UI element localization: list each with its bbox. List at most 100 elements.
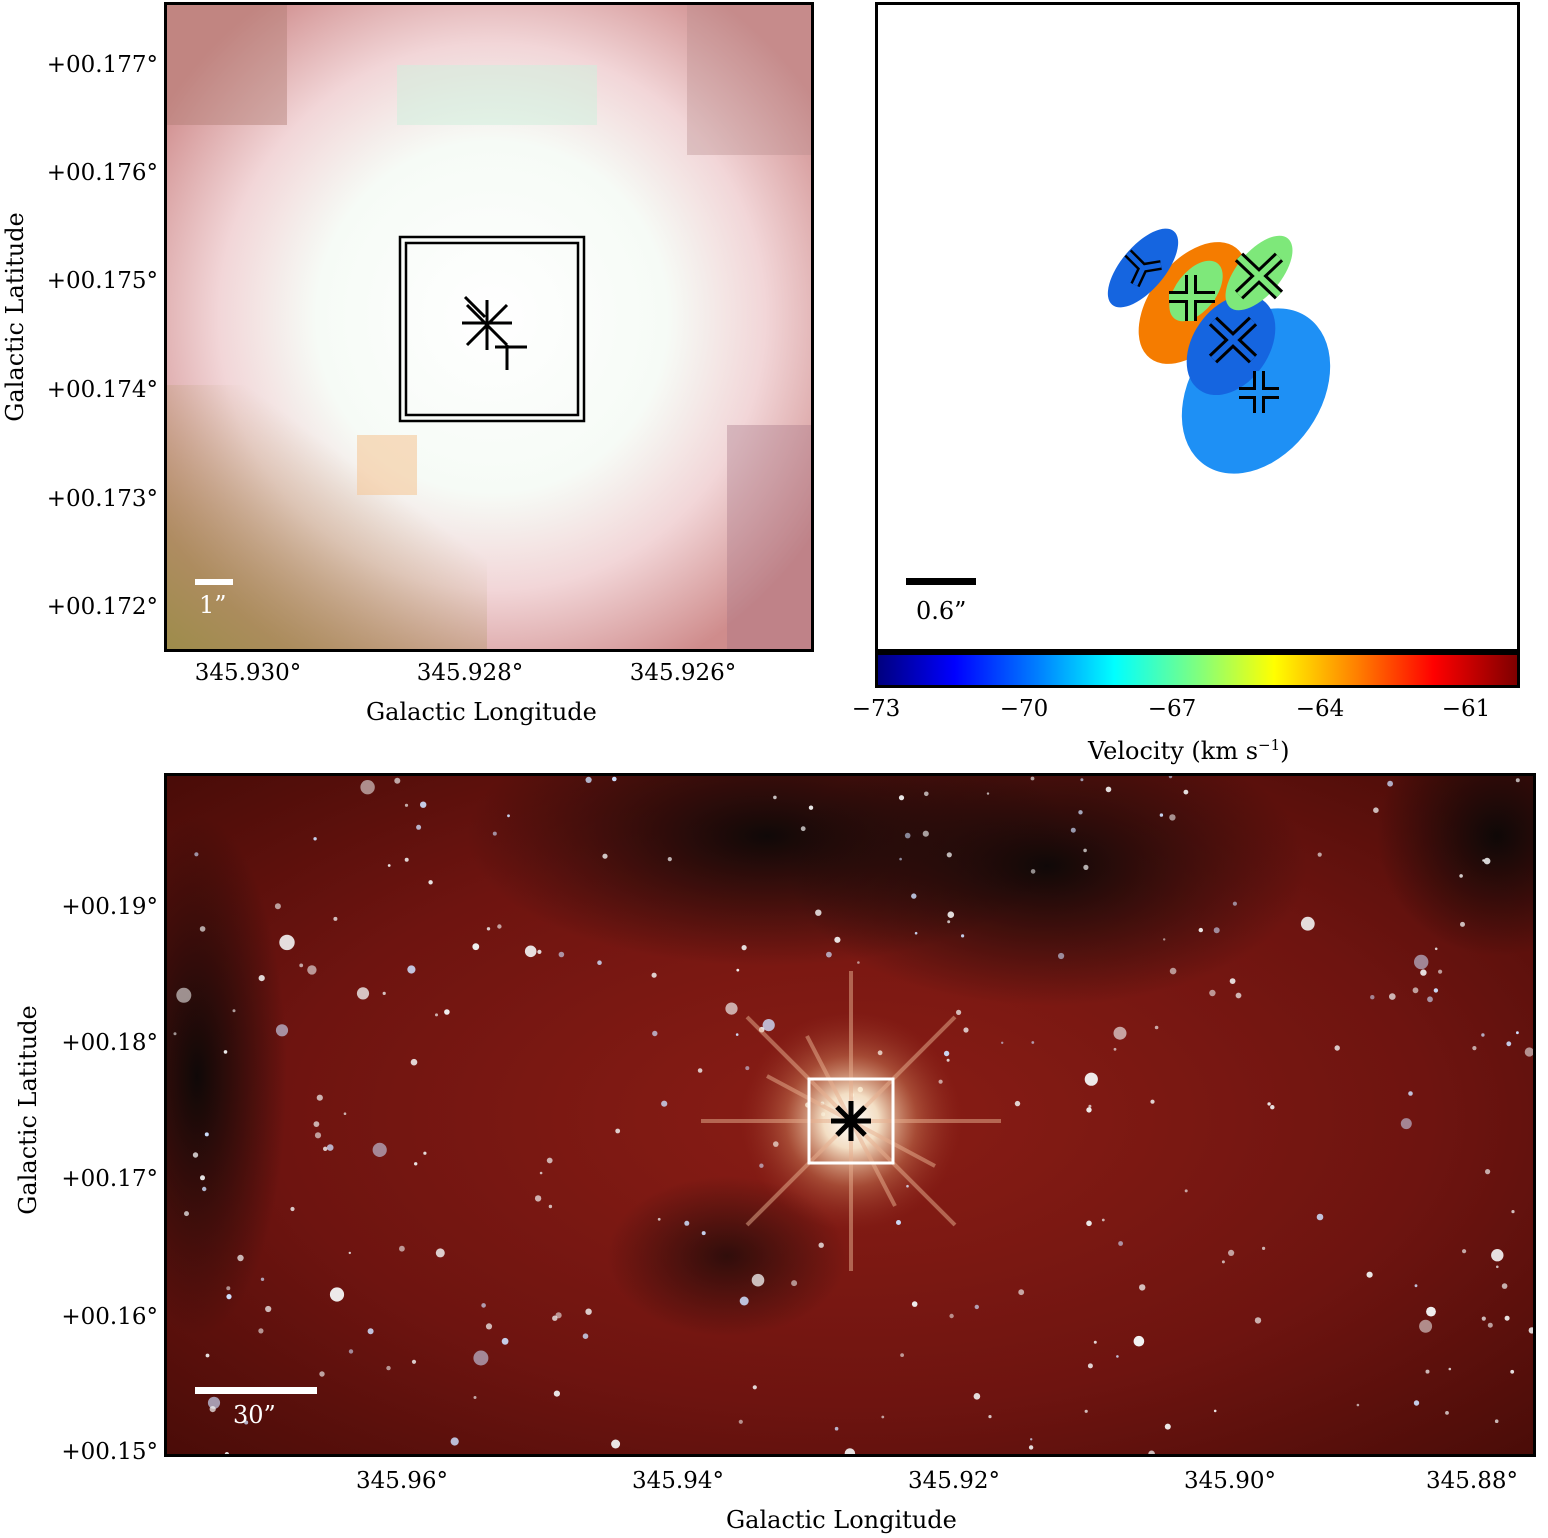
- star: [1506, 1041, 1512, 1047]
- star: [826, 951, 832, 958]
- star: [314, 1132, 322, 1139]
- star: [1510, 1369, 1515, 1374]
- wide-field-panel: 30”: [164, 773, 1536, 1457]
- star: [1030, 1438, 1033, 1441]
- x-tick: 345.88°: [1426, 1468, 1518, 1494]
- star: [435, 1013, 438, 1017]
- star: [1472, 1046, 1477, 1051]
- star: [387, 864, 391, 867]
- maser-spot-panel: 0.6”: [875, 2, 1520, 652]
- star: [410, 1058, 418, 1066]
- star: [307, 965, 317, 975]
- y-tick: +00.176°: [46, 160, 158, 186]
- y-tick: +00.173°: [46, 486, 158, 512]
- star: [1083, 848, 1087, 853]
- star: [1198, 927, 1204, 933]
- star: [372, 1142, 387, 1157]
- star: [914, 931, 918, 935]
- star: [1370, 995, 1375, 1000]
- star: [1159, 813, 1164, 817]
- star: [274, 903, 281, 910]
- star: [751, 1273, 765, 1287]
- star: [1412, 987, 1419, 994]
- star: [348, 1251, 351, 1255]
- star: [1400, 1118, 1412, 1130]
- star-field: [173, 776, 1533, 1457]
- star: [258, 1328, 264, 1334]
- star: [472, 943, 480, 951]
- star: [1511, 1210, 1515, 1214]
- star: [265, 1305, 272, 1313]
- star: [611, 1439, 621, 1449]
- star: [428, 880, 433, 885]
- star: [582, 1333, 589, 1339]
- star: [684, 1220, 690, 1226]
- star: [1084, 1409, 1088, 1413]
- star: [1254, 1317, 1262, 1324]
- star: [741, 945, 747, 951]
- x-tick: 345.92°: [908, 1468, 1000, 1494]
- star: [224, 1452, 229, 1454]
- y-tick: +00.15°: [61, 1439, 158, 1465]
- star: [1317, 852, 1322, 857]
- star: [507, 814, 510, 818]
- star: [900, 1353, 904, 1357]
- star: [316, 1094, 323, 1101]
- scalebar-label: 30”: [233, 1401, 276, 1429]
- star: [667, 857, 672, 862]
- star: [911, 1301, 918, 1307]
- star: [963, 1027, 969, 1033]
- star: [738, 1419, 743, 1424]
- star: [1408, 1091, 1413, 1096]
- x-tick: 345.96°: [356, 1468, 448, 1494]
- star: [258, 975, 265, 982]
- star: [818, 1242, 824, 1248]
- star: [1033, 1455, 1037, 1457]
- star: [585, 1308, 592, 1315]
- star: [974, 1304, 979, 1310]
- star: [435, 1248, 445, 1258]
- star: [986, 792, 990, 795]
- star: [553, 1390, 560, 1397]
- star: [1494, 1419, 1499, 1423]
- star: [1414, 954, 1429, 970]
- star: [1487, 1322, 1493, 1328]
- star: [534, 1195, 542, 1202]
- star: [1438, 969, 1443, 974]
- star: [602, 853, 608, 859]
- y-tick: +00.177°: [46, 52, 158, 78]
- star: [1105, 786, 1112, 793]
- star: [1267, 1102, 1271, 1106]
- star: [1425, 1369, 1430, 1374]
- x-tick: 345.90°: [1184, 1468, 1276, 1494]
- star: [1262, 1246, 1266, 1250]
- star: [1213, 1409, 1217, 1413]
- star: [961, 934, 965, 938]
- star: [1373, 807, 1379, 813]
- star: [762, 1019, 775, 1032]
- star: [223, 1050, 228, 1054]
- star: [192, 1152, 199, 1158]
- star: [200, 1175, 205, 1181]
- star: [834, 1426, 839, 1431]
- colorbar-label-text: Velocity (km s: [1088, 737, 1259, 765]
- zoom-box: [807, 1077, 895, 1165]
- star: [1524, 1047, 1533, 1057]
- star: [904, 832, 911, 839]
- star: [1148, 1450, 1155, 1454]
- star: [486, 927, 491, 931]
- star: [473, 1350, 489, 1366]
- star: [857, 961, 860, 964]
- star: [881, 1415, 885, 1419]
- star: [1154, 1025, 1159, 1030]
- star: [1300, 916, 1315, 931]
- y-tick: +00.19°: [61, 894, 158, 920]
- star: [1434, 947, 1438, 951]
- star: [1491, 1249, 1504, 1262]
- star: [444, 1009, 450, 1015]
- star: [1316, 1213, 1324, 1221]
- star: [745, 1066, 750, 1071]
- star: [791, 1280, 798, 1287]
- star: [973, 1393, 981, 1400]
- star: [204, 1132, 209, 1137]
